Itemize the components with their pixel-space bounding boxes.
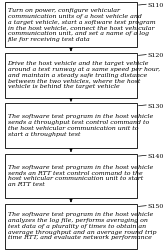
Text: Drive the host vehicle and the target vehicle
around a test runway at a same spe: Drive the host vehicle and the target ve… — [8, 61, 160, 90]
Text: Turn on power, configure vehicular
communication units of a host vehicle and
a t: Turn on power, configure vehicular commu… — [8, 8, 155, 42]
Text: The software test program in the host vehicle
sends an RTT test control command : The software test program in the host ve… — [8, 165, 153, 187]
Text: The software test program in the host vehicle
sends a throughput test control co: The software test program in the host ve… — [8, 114, 153, 137]
Bar — [5, 53, 137, 98]
Bar — [5, 103, 137, 148]
Bar — [5, 154, 137, 198]
Bar — [5, 2, 137, 47]
Text: S120: S120 — [147, 53, 163, 58]
Text: S140: S140 — [147, 154, 163, 159]
Text: S150: S150 — [147, 204, 163, 210]
Text: The software test program in the host vehicle
analyzes the log file, performs av: The software test program in the host ve… — [8, 212, 156, 240]
Bar — [5, 204, 137, 249]
Text: S130: S130 — [147, 104, 163, 109]
Text: S110: S110 — [147, 3, 163, 8]
